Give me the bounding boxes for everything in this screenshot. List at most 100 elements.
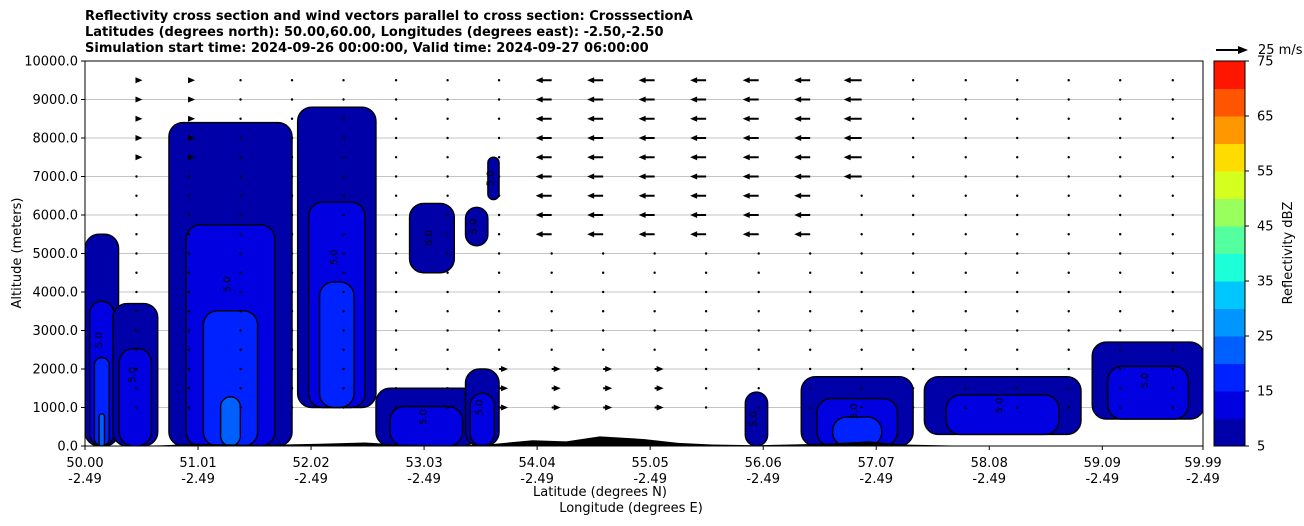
wind-vector [497,271,501,274]
wind-vector-dot [808,367,812,371]
wind-vector [239,387,242,390]
wind-vector [1016,79,1019,82]
wind-vector-dot [964,156,967,159]
wind-vector [860,310,863,313]
wind-vector-dot [239,271,242,274]
wind-vector-dot [1118,290,1122,294]
wind-vector [690,192,707,199]
wind-vector-dot [342,233,345,236]
wind-vector [638,115,655,122]
wind-vector-dot [497,98,501,101]
wind-vector-dot [187,348,191,351]
wind-vector [342,136,345,140]
wind-vector-dot [964,271,967,274]
wind-vector-dot [290,406,294,409]
wind-vector-dot [964,136,967,140]
wind-vector-head [843,135,851,141]
wind-vector [342,367,345,371]
wind-vector [535,192,552,199]
wind-vector-dot [860,406,863,409]
wind-vector [290,194,294,197]
wind-vector [742,231,759,238]
wind-vector-dot [808,387,812,390]
wind-vector [290,98,294,101]
wind-vector-dot [1067,117,1070,120]
wind-vector-head [742,77,750,84]
wind-vector [550,348,553,351]
wind-vector [1067,367,1070,371]
wind-vector [860,367,863,371]
reflectivity-cells [85,106,1203,446]
x-axis-label-latitude: Latitude (degrees N) [533,485,667,500]
wind-vector-dot [1016,79,1019,82]
wind-vector [757,367,760,371]
wind-vector [290,406,294,409]
wind-vector [446,156,449,159]
wind-vector [239,252,242,255]
wind-vector-dot [187,252,191,255]
wind-vector-dot [135,233,138,236]
wind-vectors [135,77,1174,411]
wind-vector-dot [1118,98,1122,101]
wind-vector [394,310,398,313]
wind-vector [1171,290,1174,294]
wind-vector [1171,213,1174,217]
wind-vector [1016,213,1019,217]
wind-vector [587,231,604,238]
wind-vector-dot [911,156,915,159]
contour-label: 5.0 [222,276,233,292]
wind-vector-dot [497,271,501,274]
wind-vector [135,290,138,294]
wind-vector [757,271,760,274]
colorbar-tick-label: 25 [1257,330,1274,345]
reflectivity-contour [98,413,106,446]
wind-vector [135,233,138,236]
colorbar-tick-label: 55 [1257,165,1274,180]
wind-vector-dot [446,233,449,236]
wind-vector-dot [446,367,449,371]
wind-vector-dot [446,156,449,159]
colorbar-segment [1214,143,1245,172]
wind-vector-dot [911,271,915,274]
wind-vector-dot [911,310,915,313]
wind-vector [1067,271,1070,274]
wind-vector [742,135,759,141]
wind-vector [239,348,242,351]
wind-vector-dot [1016,310,1019,313]
wind-vector-dot [860,329,863,332]
y-tick-label: 1000.0 [33,401,79,416]
y-axis-ticks: 0.0 1000.0 2000.0 3000.0 4000.0 5000.0 6000.0 7… [24,55,85,455]
wind-vector-head [794,212,802,218]
wind-vector-dot [757,271,760,274]
wind-vector [394,233,398,236]
wind-vector-dot [187,194,191,197]
wind-vector [342,252,345,255]
wind-vector-dot [239,329,242,332]
wind-vector-dot [860,367,863,371]
wind-vector-dot [704,252,708,255]
wind-vector [342,213,345,217]
wind-vector [1067,233,1070,236]
wind-vector [1067,175,1070,178]
wind-vector-dot [1067,252,1070,255]
wind-vector-dot [757,406,760,409]
wind-vector-dot [497,117,501,120]
wind-vector-dot [135,213,138,217]
wind-vector-dot [1067,79,1070,82]
wind-vector [1171,406,1174,409]
wind-vector-head [587,77,595,84]
wind-vector [394,290,398,294]
wind-vector [446,271,449,274]
reflectivity-contour [408,202,456,274]
wind-vector [1171,156,1174,159]
wind-vector-dot [1171,117,1174,120]
wind-vector [742,154,759,161]
wind-vector-dot [601,348,605,351]
wind-vector-dot [187,271,191,274]
wind-vector [342,310,345,313]
wind-vector-dot [1067,348,1070,351]
wind-vector-dot [964,194,967,197]
wind-vector-dot [446,329,449,332]
wind-vector [704,387,708,390]
x-tick-label-lat: 57.07 [858,456,895,471]
